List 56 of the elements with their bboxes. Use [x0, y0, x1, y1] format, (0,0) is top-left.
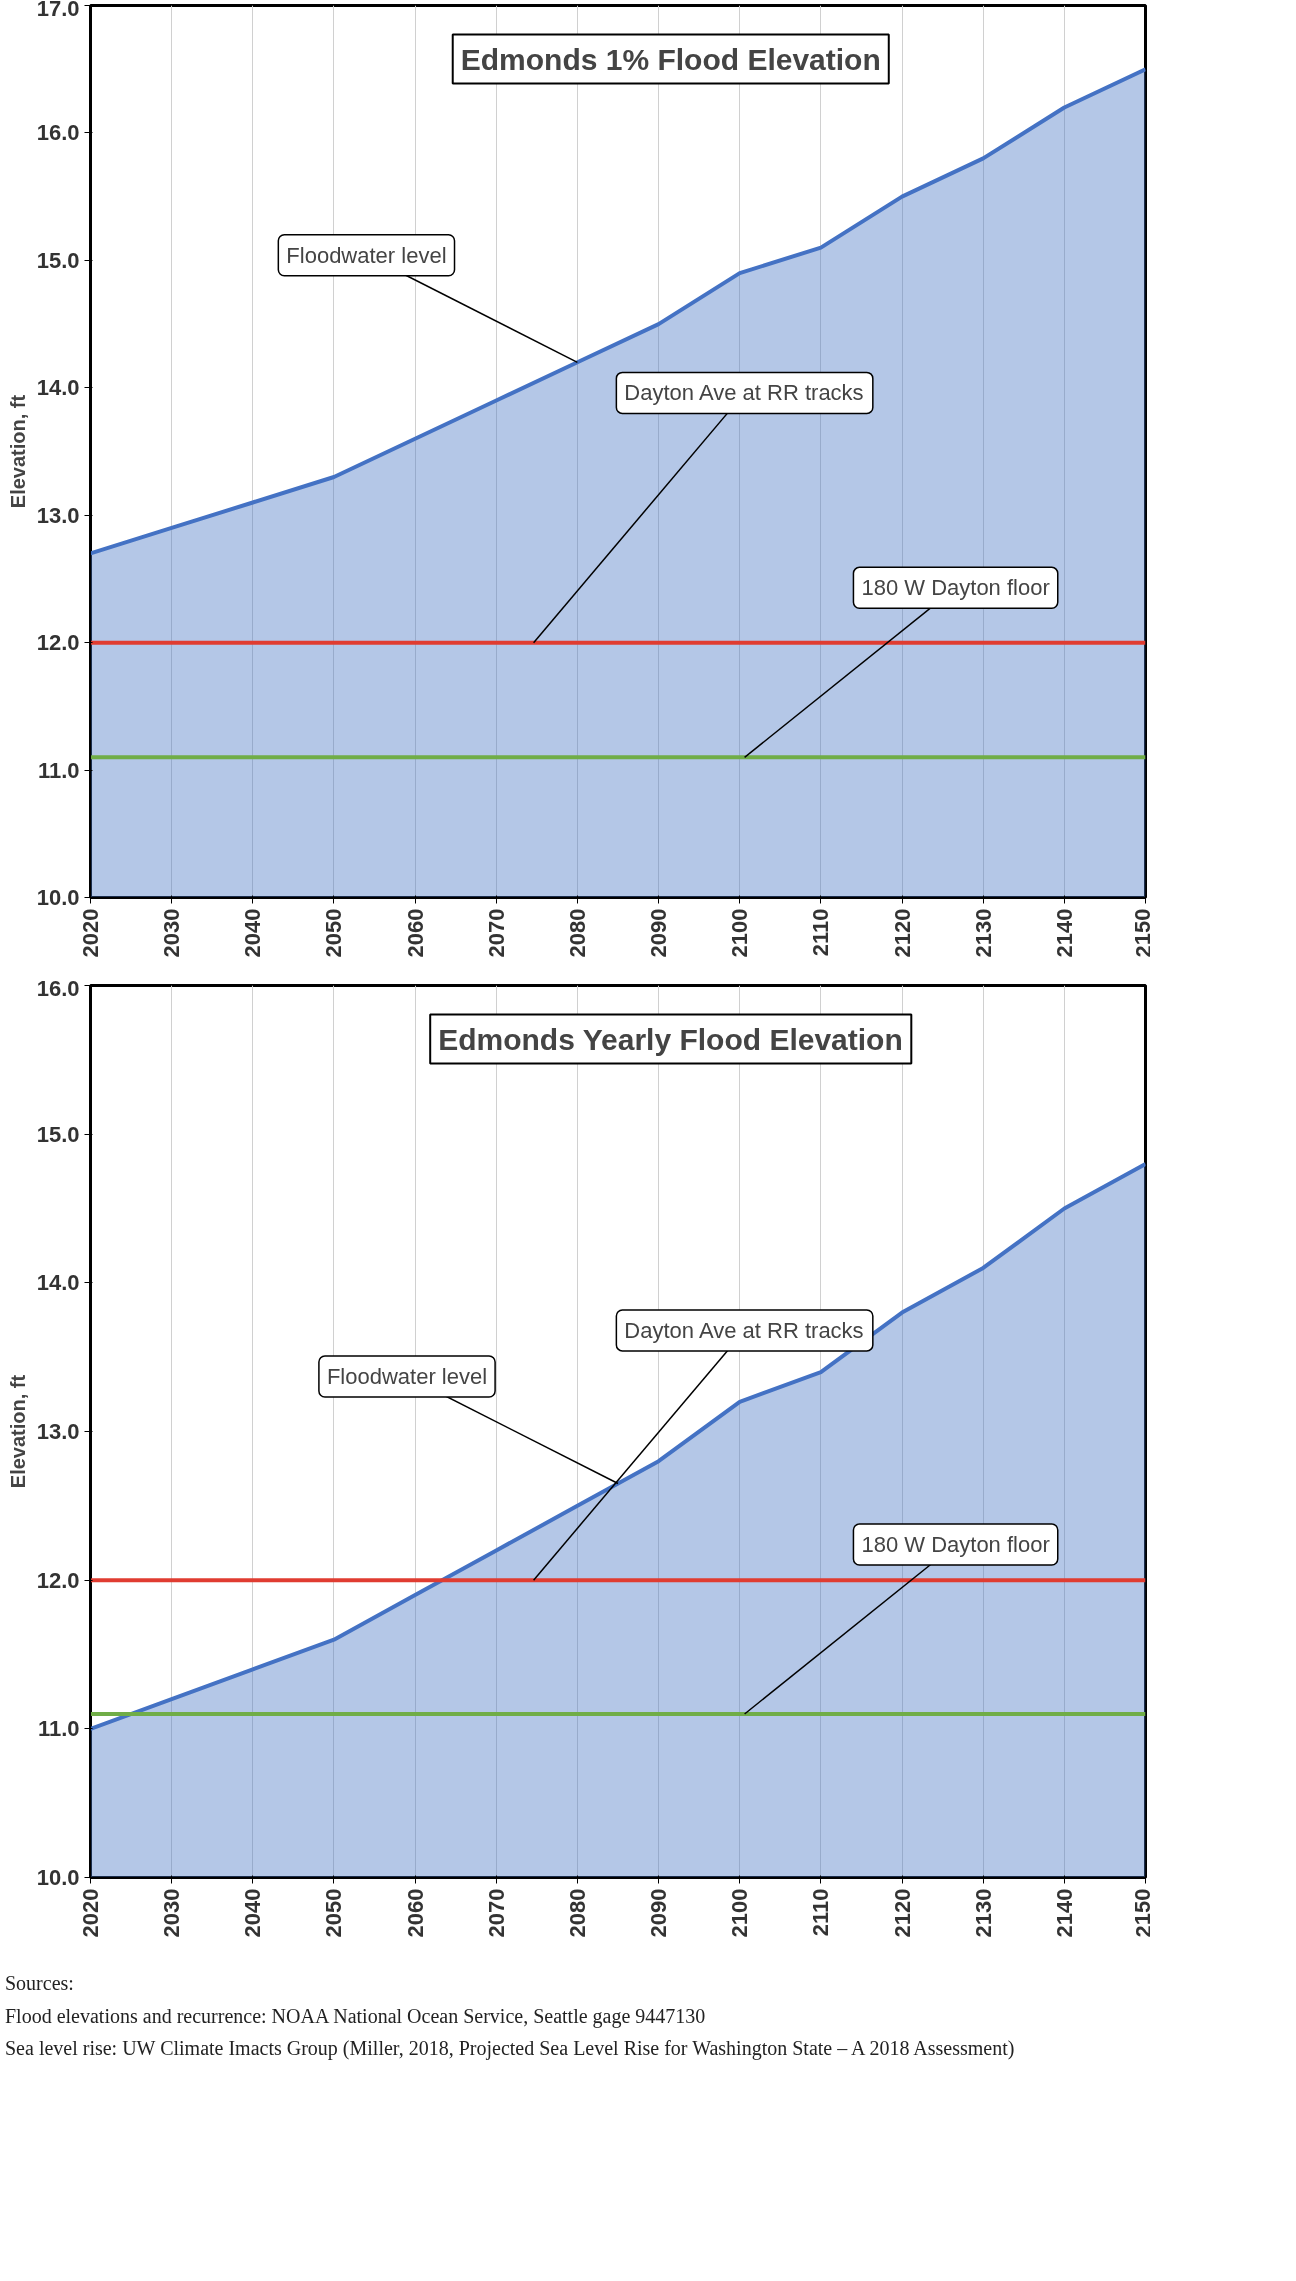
- y-tick-label: 10.0: [36, 885, 80, 910]
- text: Edmonds 1% Flood Elevation: [460, 42, 881, 76]
- y-axis-title: Elevation, ft: [6, 1374, 29, 1489]
- text: Flood elevations and recurrence: NOAA National Ocean Service, Seattle gage 9447130: [5, 2003, 707, 2030]
- x-tick-label: 2030: [159, 908, 185, 958]
- x-tick-label: 2060: [402, 908, 428, 958]
- x-tick-label: 2040: [240, 908, 266, 958]
- y-tick-label: 14.0: [36, 375, 80, 401]
- x-tick-label: 2080: [564, 1888, 590, 1938]
- y-tick-label: 15.0: [36, 247, 80, 273]
- x-tick-label: 2080: [564, 908, 590, 958]
- ref-line-label: Dayton Ave at RR tracks: [624, 380, 864, 406]
- ref-line-label: 180 W Dayton floor: [861, 575, 1050, 601]
- x-tick-label: 2100: [727, 1888, 753, 1938]
- x-tick-label: 2120: [889, 908, 915, 958]
- y-tick-label: 12.0: [36, 1567, 80, 1593]
- x-tick-label: 2150: [1130, 908, 1156, 958]
- x-tick-label: 2120: [889, 1888, 915, 1938]
- x-tick-label: 2070: [483, 908, 509, 958]
- ref-line-label: Dayton Ave at RR tracks: [624, 1317, 864, 1343]
- x-tick-label: 2140: [1051, 908, 1077, 958]
- x-tick-label: 2130: [970, 908, 996, 958]
- x-tick-label: 2110: [808, 908, 834, 957]
- y-tick-label: 16.0: [36, 120, 80, 146]
- x-tick-label: 2110: [808, 1888, 834, 1937]
- y-tick-label: 16.0: [36, 975, 80, 1001]
- annotation: Floodwater level: [286, 242, 447, 268]
- y-tick-label: 17.0: [36, 0, 80, 21]
- x-tick-label: 2090: [646, 908, 672, 958]
- x-tick-label: 2050: [321, 908, 347, 958]
- y-axis-title: Elevation, ft: [6, 394, 29, 509]
- y-tick-label: 13.0: [36, 1419, 80, 1444]
- x-tick-label: 2040: [240, 1888, 266, 1938]
- x-tick-label: 2140: [1051, 1888, 1077, 1938]
- y-tick-label: 14.0: [36, 1270, 80, 1296]
- ref-line-label: 180 W Dayton floor: [861, 1531, 1050, 1557]
- x-tick-label: 2020: [78, 1888, 103, 1938]
- x-tick-label: 2050: [321, 1888, 347, 1938]
- y-tick-label: 13.0: [36, 502, 80, 528]
- y-tick-label: 11.0: [37, 1716, 80, 1742]
- x-tick-label: 2100: [727, 908, 753, 958]
- annotation: Floodwater level: [326, 1363, 488, 1389]
- source-note: Sources:: [5, 1971, 75, 1996]
- x-tick-label: 2030: [159, 1888, 185, 1938]
- y-tick-label: 12.0: [36, 630, 80, 656]
- x-tick-label: 2090: [646, 1888, 672, 1938]
- y-tick-label: 10.0: [36, 1865, 80, 1890]
- x-tick-label: 2130: [970, 1888, 996, 1938]
- x-tick-label: 2060: [402, 1888, 428, 1938]
- x-tick-label: 2150: [1130, 1888, 1156, 1938]
- text: Edmonds Yearly Flood Elevation: [438, 1022, 903, 1056]
- y-tick-label: 15.0: [36, 1121, 80, 1147]
- x-tick-label: 2020: [78, 908, 103, 958]
- text: Sea level rise: UW Climate Imacts Group (Miller, 2018, Projected Sea Level Rise for Washington State – A 2018 Assessment): [5, 2036, 1015, 2062]
- x-tick-label: 2070: [483, 1888, 509, 1938]
- y-tick-label: 11.0: [37, 757, 80, 783]
